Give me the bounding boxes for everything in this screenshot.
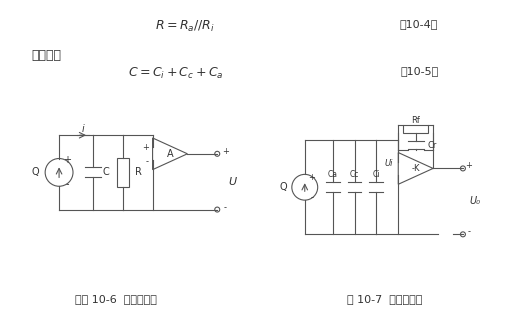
Text: Ca: Ca [327,170,338,179]
Text: （10-4）: （10-4） [400,19,438,29]
Text: -K: -K [412,164,420,173]
Text: +: + [63,155,71,166]
Text: 如图 10-6  电压放大器: 如图 10-6 电压放大器 [75,294,157,304]
Text: Cc: Cc [350,170,359,179]
Text: i: i [82,124,84,134]
Text: U₀: U₀ [469,197,480,206]
Text: （10-5）: （10-5） [400,66,438,76]
Text: C: C [103,167,110,177]
Text: Rf: Rf [411,116,420,125]
Bar [403,125,428,133]
Text: +: + [142,143,149,152]
Text: 等效电容: 等效电容 [31,49,61,62]
Text: -: - [468,227,470,236]
Bar [117,158,129,187]
Text: +: + [465,161,472,170]
Text: +: + [308,173,315,182]
Text: Ci: Ci [372,170,380,179]
Text: R: R [135,167,142,177]
Text: +: + [222,147,229,156]
Text: Q: Q [279,182,287,192]
Text: Q: Q [31,167,39,177]
Text: -: - [145,157,149,166]
Text: A: A [167,149,173,159]
Text: -: - [310,193,313,202]
Text: $R = R_a // R_i$: $R = R_a // R_i$ [155,19,215,34]
Text: -: - [224,203,226,212]
Text: Ui: Ui [385,159,393,168]
Text: $C = C_i + C_c + C_a$: $C = C_i + C_c + C_a$ [128,66,223,81]
Text: 图 10-7  电荷放大器: 图 10-7 电荷放大器 [347,294,422,304]
Text: -: - [65,179,69,189]
Text: Cr: Cr [428,141,437,150]
Text: U: U [228,177,236,187]
